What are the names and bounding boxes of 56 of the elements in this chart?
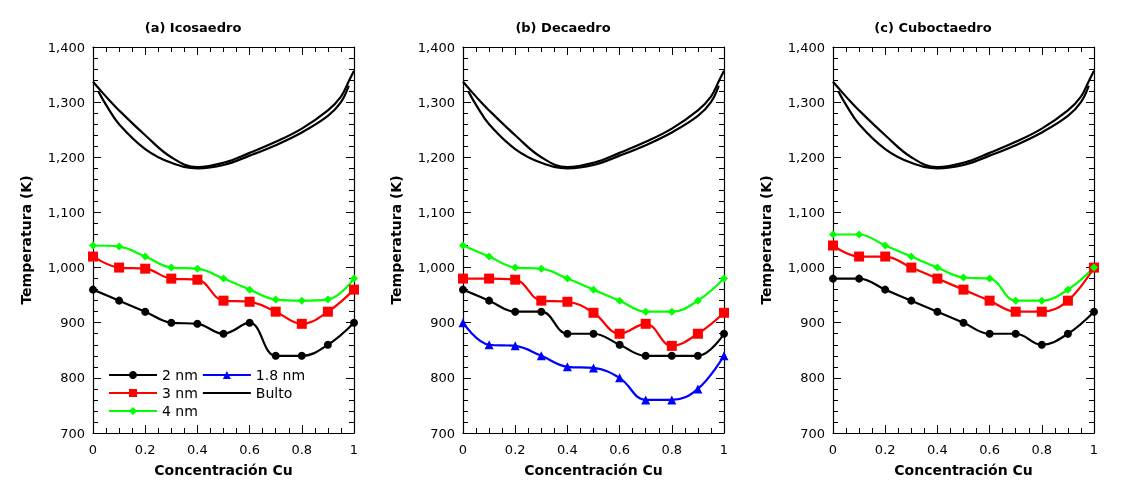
y-tick-label: 1,100: [417, 204, 455, 220]
y-tick-label: 1,400: [787, 39, 825, 55]
y-tick-label: 700: [800, 425, 825, 441]
legend-label: 3 nm: [162, 385, 198, 401]
y-tick-label: 1,400: [47, 39, 85, 55]
y-tick-label: 800: [60, 370, 85, 386]
legend-label: 1.8 nm: [255, 367, 306, 383]
legend-label: Bulto: [255, 385, 293, 401]
y-tick-label: 900: [60, 315, 85, 331]
y-tick-label: 1,200: [47, 149, 85, 165]
y-tick-label: 1,000: [417, 260, 455, 276]
x-tick-label: 0: [828, 442, 838, 457]
x-axis-title: Concentración Cu: [524, 462, 663, 478]
x-tick-label: 1: [719, 442, 729, 457]
x-tick-label: 0.2: [504, 442, 526, 457]
y-tick-label: 900: [430, 315, 455, 331]
x-tick-label: 0.8: [291, 442, 313, 457]
y-tick-label: 900: [800, 315, 825, 331]
y-axis-title: Temperatura (K): [388, 175, 404, 305]
x-tick-label: 0: [88, 442, 98, 457]
y-axis-title: Temperatura (K): [758, 175, 774, 305]
y-tick-label: 1,300: [787, 94, 825, 110]
x-tick-label: 0.6: [609, 442, 630, 457]
chart-title: (c) Cuboctaedro: [874, 20, 992, 35]
x-tick-label: 0.6: [239, 442, 260, 457]
y-tick-label: 1,300: [417, 94, 455, 110]
x-tick-label: 0.2: [134, 442, 156, 457]
x-axis-title: Concentración Cu: [154, 462, 293, 478]
x-tick-label: 1: [1089, 442, 1099, 457]
chart-title: (b) Decaedro: [515, 20, 611, 35]
x-tick-label: 0.4: [927, 442, 948, 457]
chart-title: (a) Icosaedro: [144, 20, 242, 35]
x-tick-label: 0.4: [187, 442, 208, 457]
x-axis-title: Concentración Cu: [894, 462, 1033, 478]
y-tick-label: 1,200: [787, 149, 825, 165]
x-tick-label: 0.6: [979, 442, 1000, 457]
y-tick-label: 800: [430, 370, 455, 386]
y-tick-label: 800: [800, 370, 825, 386]
legend-label: 2 nm: [162, 367, 198, 383]
y-tick-label: 1,300: [47, 94, 85, 110]
x-tick-label: 1: [349, 442, 359, 457]
y-tick-label: 1,000: [787, 260, 825, 276]
x-tick-label: 0: [458, 442, 468, 457]
y-tick-label: 1,400: [417, 39, 455, 55]
x-tick-label: 0.8: [661, 442, 683, 457]
x-tick-label: 0.8: [1031, 442, 1053, 457]
y-axis-title: Temperatura (K): [18, 175, 34, 305]
y-tick-label: 700: [430, 425, 455, 441]
y-tick-label: 1,100: [787, 204, 825, 220]
y-tick-label: 1,100: [47, 204, 85, 220]
x-tick-label: 0.4: [557, 442, 578, 457]
legend-label: 4 nm: [162, 403, 198, 419]
y-tick-label: 1,000: [47, 260, 85, 276]
x-tick-label: 0.2: [874, 442, 896, 457]
y-tick-label: 1,200: [417, 149, 455, 165]
y-tick-label: 700: [60, 425, 85, 441]
